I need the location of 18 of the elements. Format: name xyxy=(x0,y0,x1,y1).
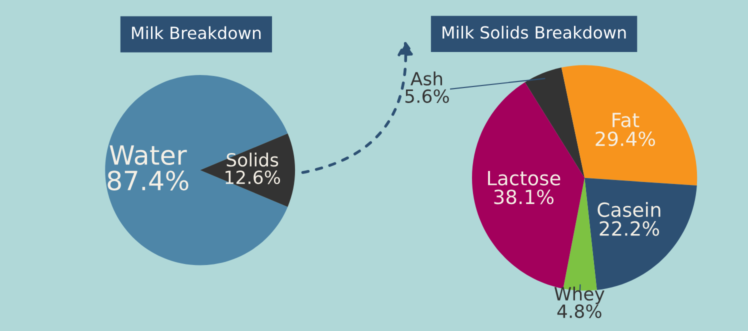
data-label: 22.2% xyxy=(600,221,660,236)
pie-slice xyxy=(561,65,698,186)
data-label: 5.6% xyxy=(405,89,449,103)
pie-slice xyxy=(105,75,288,266)
slice-label: Lactose xyxy=(488,171,560,186)
data-label: 12.6% xyxy=(226,170,280,184)
chart-title: Milk Solids Breakdown xyxy=(442,26,626,39)
data-label: 29.4% xyxy=(596,131,655,146)
slice-label: Ash xyxy=(410,72,442,86)
slice-label: Whey xyxy=(554,286,604,304)
slice-label: Fat xyxy=(612,112,640,128)
data-label: 4.8% xyxy=(557,304,602,318)
slice-label: Casein xyxy=(598,202,660,218)
slice-label: Water xyxy=(110,145,187,166)
data-label: 87.4% xyxy=(108,170,188,191)
slice-label: Solids xyxy=(226,152,278,167)
chart-title: Milk Breakdown xyxy=(132,26,261,40)
data-label: 38.1% xyxy=(494,190,554,204)
